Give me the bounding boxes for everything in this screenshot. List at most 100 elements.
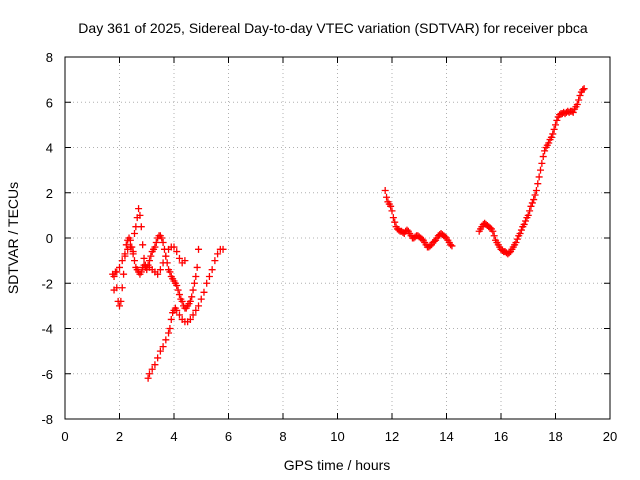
data-point — [175, 291, 183, 299]
ticks-layer: 0 2 4 6 8 10 12 14 16 18 20 -8 -6 -4 -2 0 2 4 6 8 — [41, 50, 617, 444]
data-point — [211, 257, 219, 265]
y-tick-label: 6 — [46, 95, 53, 110]
data-point — [186, 315, 194, 323]
data-point — [173, 248, 181, 256]
data-point — [214, 250, 222, 258]
data-point — [152, 239, 160, 247]
data-point — [387, 202, 395, 210]
data-point — [121, 250, 129, 258]
data-point — [175, 254, 183, 262]
x-tick-label: 14 — [439, 429, 453, 444]
data-point — [181, 257, 189, 265]
data-point — [388, 207, 396, 215]
data-point — [130, 229, 138, 237]
data-point — [490, 232, 498, 240]
x-axis-label: GPS time / hours — [284, 457, 391, 473]
data-point — [195, 245, 203, 253]
y-axis-label: SDTVAR / TECUs — [5, 182, 21, 294]
data-point — [192, 272, 200, 280]
x-tick-label: 4 — [170, 429, 177, 444]
data-point — [129, 248, 137, 256]
data-point — [159, 343, 167, 351]
x-tick-label: 0 — [61, 429, 68, 444]
grid-layer — [65, 57, 610, 419]
data-point — [547, 133, 555, 141]
data-point — [166, 325, 174, 332]
series-2 — [110, 205, 189, 280]
data-point — [118, 257, 126, 265]
x-tick-label: 18 — [548, 429, 562, 444]
data-point — [130, 257, 138, 265]
data-point — [208, 266, 216, 274]
data-point — [189, 311, 197, 319]
data-point — [520, 220, 528, 228]
data-point — [535, 173, 543, 181]
data-point — [173, 306, 181, 314]
data-point — [383, 193, 391, 201]
data-point — [139, 241, 147, 249]
data-point — [545, 139, 553, 147]
data-point — [537, 166, 545, 174]
data-point — [528, 199, 536, 207]
x-tick-label: 8 — [279, 429, 286, 444]
data-point — [219, 245, 227, 253]
data-point — [539, 153, 547, 161]
data-point — [389, 214, 397, 222]
data-point — [151, 361, 159, 369]
x-tick-label: 16 — [494, 429, 508, 444]
data-point — [549, 130, 557, 138]
data-point — [524, 211, 532, 219]
data-point — [147, 252, 155, 260]
x-tick-label: 6 — [225, 429, 232, 444]
data-point — [148, 365, 156, 373]
data-point — [534, 180, 542, 188]
points-layer — [109, 85, 588, 382]
y-tick-label: -4 — [41, 322, 53, 337]
data-point — [165, 329, 173, 337]
data-point — [116, 302, 123, 310]
data-point — [167, 315, 175, 323]
data-point — [162, 252, 170, 260]
data-point — [195, 302, 203, 310]
data-point — [552, 121, 559, 129]
data-point — [579, 86, 587, 94]
data-point — [573, 101, 581, 109]
data-point — [381, 186, 389, 194]
data-point — [530, 196, 538, 204]
x-tick-label: 20 — [603, 429, 617, 444]
y-tick-label: 8 — [46, 50, 53, 65]
data-point — [158, 234, 166, 242]
data-point — [188, 293, 196, 301]
data-point — [156, 266, 164, 274]
data-point — [197, 295, 205, 303]
data-point — [205, 272, 213, 280]
y-tick-label: -2 — [41, 276, 53, 291]
data-point — [447, 241, 455, 249]
data-point — [192, 306, 200, 314]
data-point — [110, 272, 118, 280]
data-point — [575, 96, 583, 104]
data-point — [175, 311, 183, 319]
data-point — [580, 85, 588, 93]
x-tick-label: 12 — [385, 429, 399, 444]
data-point — [122, 241, 130, 249]
data-point — [118, 284, 126, 292]
data-point — [527, 202, 535, 210]
data-point — [448, 242, 456, 250]
data-point — [391, 218, 399, 226]
data-point — [190, 279, 198, 287]
data-point — [159, 259, 167, 267]
data-point — [151, 243, 159, 251]
data-point — [489, 227, 497, 235]
data-point — [144, 374, 152, 382]
x-tick-label: 10 — [330, 429, 344, 444]
x-tick-label: 2 — [116, 429, 123, 444]
data-point — [154, 354, 162, 362]
data-point — [186, 297, 194, 305]
data-point — [162, 336, 170, 344]
data-point — [532, 186, 540, 194]
data-point — [531, 191, 539, 199]
data-point — [538, 159, 546, 167]
data-point — [137, 268, 145, 276]
